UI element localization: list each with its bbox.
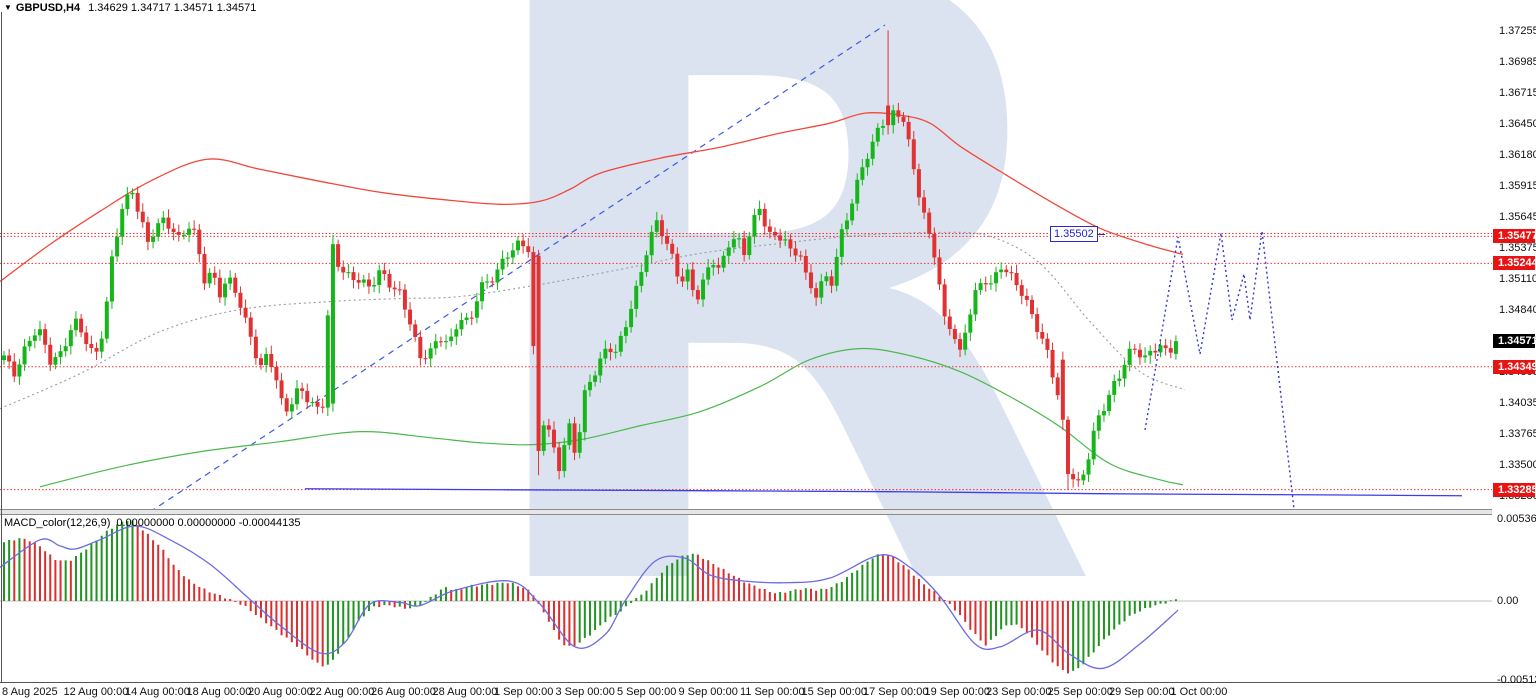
level-price-badge: 1.35477 [1493, 229, 1536, 244]
macd-tick-label: -0.0051347 [1497, 673, 1536, 686]
level-price-badge: 1.35244 [1493, 256, 1536, 271]
time-tick-label: 18 Aug 00:00 [186, 686, 252, 698]
price-line-annotation[interactable]: 1.35502 [1050, 225, 1105, 242]
chart-title: ▼ GBPUSD,H4 1.34629 1.34717 1.34571 1.3457… [4, 2, 256, 14]
annotation-dash [1097, 233, 1105, 235]
time-tick-label: 26 Aug 00:00 [371, 686, 436, 698]
macd-tick-label: 0.0053612 [1497, 512, 1536, 525]
time-tick-label: 1 Sep 00:00 [494, 686, 554, 698]
indicator-label: MACD_color(12,26,9) 0.00000000 0.00000000… [4, 517, 301, 529]
price-tick-label: 1.36715 [1499, 87, 1536, 100]
price-tick-label: 1.37255 [1499, 25, 1536, 37]
time-tick-label: 15 Sep 00:00 [801, 686, 867, 698]
time-tick-label: 22 Aug 00:00 [309, 686, 375, 698]
macd-tick-label: 0.00 [1497, 595, 1519, 607]
time-tick-label: 12 Aug 00:00 [63, 686, 129, 698]
price-tick-label: 1.34840 [1499, 304, 1536, 316]
time-tick-label: 20 Aug 00:00 [248, 686, 313, 698]
indicator-values: 0.00000000 0.00000000 -0.00044135 [116, 517, 301, 529]
ohlc-quote-label: 1.34629 1.34717 1.34571 1.34571 [88, 2, 257, 14]
time-tick-label: 14 Aug 00:00 [125, 686, 190, 698]
price-tick-label: 1.33500 [1499, 458, 1536, 471]
time-tick-label: 28 Aug 00:00 [432, 686, 498, 698]
time-tick-label: 23 Sep 00:00 [986, 686, 1052, 698]
time-tick-label: 19 Sep 00:00 [924, 686, 990, 698]
time-tick-label: 1 Oct 00:00 [1170, 686, 1228, 698]
symbol-dropdown-icon[interactable]: ▼ [4, 3, 12, 12]
level-price-badge: 1.33285 [1493, 482, 1536, 497]
price-tick-label: 1.36180 [1499, 149, 1536, 162]
price-tick-label: 1.34035 [1499, 397, 1536, 409]
time-tick-label: 29 Sep 00:00 [1109, 686, 1175, 698]
time-tick-label: 5 Sep 00:00 [617, 686, 677, 698]
price-tick-label: 1.36450 [1499, 118, 1536, 130]
price-axis[interactable]: 1.37255 1.36985 1.36715 1.36450 1.36180 1.359… [1492, 0, 1536, 686]
time-tick-label: 3 Sep 00:00 [555, 686, 615, 698]
price-tick-label: 1.35645 [1499, 211, 1536, 223]
time-axis[interactable]: 8 Aug 2025 12 Aug 00:00 14 Aug 00:00 18 Aug… [0, 683, 1536, 700]
level-price-badge: 1.34349 [1493, 359, 1536, 374]
price-tick-label: 1.35110 [1499, 272, 1536, 285]
price-tick-label: 1.33765 [1499, 428, 1536, 441]
time-tick-label: 17 Sep 00:00 [863, 686, 929, 698]
price-tick-label: 1.35915 [1499, 179, 1536, 192]
time-tick-label: 11 Sep 00:00 [740, 686, 805, 698]
price-tick-label: 1.35375 [1499, 242, 1536, 255]
time-tick-label: 25 Sep 00:00 [1047, 686, 1113, 698]
price-tick-label: 1.36985 [1499, 56, 1536, 69]
indicator-name: MACD_color(12,26,9) [4, 517, 111, 529]
symbol-timeframe-label: GBPUSD,H4 [15, 2, 81, 14]
time-tick-label: 9 Sep 00:00 [678, 686, 738, 698]
time-tick-label: 8 Aug 2025 [2, 686, 58, 698]
current-price-badge: 1.34571 [1493, 334, 1536, 349]
